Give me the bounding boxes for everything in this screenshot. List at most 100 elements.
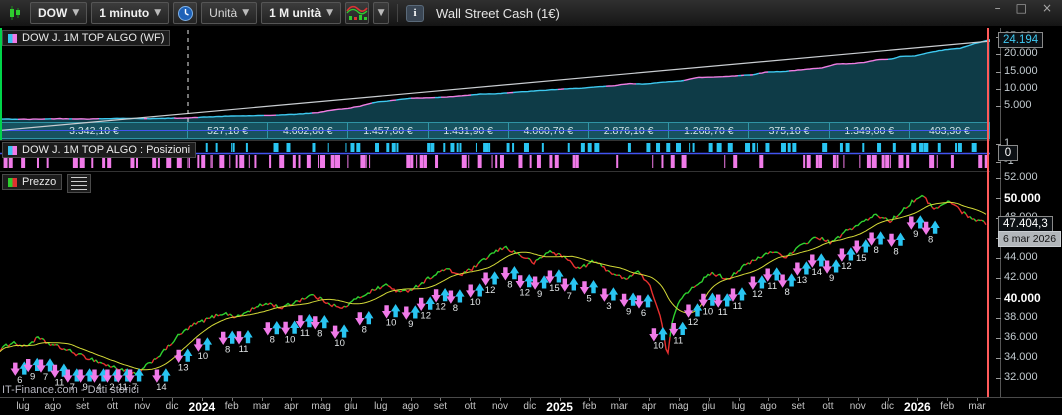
trade-marker: 8 bbox=[446, 289, 465, 314]
toolbar: DOW ▼ 1 minuto ▼ Unità ▼ 1 M unità ▼ bbox=[0, 0, 1062, 27]
time-tick bbox=[201, 398, 203, 401]
time-axis-label: ago bbox=[402, 401, 419, 412]
trade-marker: 8 bbox=[500, 265, 520, 291]
time-axis-label: mar bbox=[968, 401, 986, 412]
svg-text:10: 10 bbox=[470, 297, 481, 308]
cursor-date: 6 mar 2026 bbox=[998, 231, 1062, 247]
svg-text:9: 9 bbox=[537, 289, 542, 300]
time-tick bbox=[23, 398, 24, 401]
axis-tick-mark bbox=[996, 378, 1001, 379]
chevron-down-icon: ▼ bbox=[72, 8, 80, 18]
series-color-icon bbox=[8, 177, 17, 187]
positions-chart[interactable] bbox=[0, 141, 990, 170]
svg-text:12: 12 bbox=[485, 285, 496, 296]
time-tick bbox=[529, 398, 531, 401]
time-tick bbox=[738, 398, 740, 401]
svg-text:8: 8 bbox=[225, 344, 230, 355]
time-axis-label: set bbox=[433, 401, 448, 412]
time-axis[interactable]: lug ago set ott nov dic 2024 feb mar apr mag giu lug… bbox=[0, 397, 1062, 415]
trade-marker: 9 bbox=[401, 305, 420, 330]
chevron-down-icon: ▼ bbox=[154, 8, 162, 18]
trade-marker: 7 bbox=[36, 358, 55, 383]
time-axis-label: nov bbox=[134, 401, 151, 412]
svg-text:6: 6 bbox=[641, 308, 646, 319]
trade-marker: 10 bbox=[280, 320, 300, 345]
axis-tick-label: 36.000 bbox=[1004, 331, 1038, 343]
axis-tick-label: -1 bbox=[1004, 155, 1014, 167]
trade-marker: 12 bbox=[416, 296, 435, 321]
price-panel-label[interactable]: Prezzo bbox=[2, 174, 63, 190]
trade-marker: 8 bbox=[921, 220, 940, 245]
series-color-icon bbox=[8, 33, 17, 43]
trade-marker: 10 bbox=[466, 283, 485, 308]
svg-text:12: 12 bbox=[435, 302, 446, 313]
svg-text:9: 9 bbox=[408, 319, 413, 330]
value-axis[interactable]: 25.00020.00015.00010.0005.0001-152.00050… bbox=[990, 28, 1062, 397]
equity-panel-label[interactable]: DOW J. 1M TOP ALGO (WF) bbox=[2, 30, 171, 46]
price-current-value: 47.404,3 bbox=[998, 216, 1053, 232]
quantity-dropdown[interactable]: 1 M unità ▼ bbox=[261, 2, 342, 24]
svg-text:5: 5 bbox=[586, 294, 591, 305]
positions-panel-label[interactable]: DOW J. 1M TOP ALGO : Posizioni bbox=[2, 142, 197, 158]
time-tick bbox=[470, 398, 472, 401]
trade-marker: 4 bbox=[89, 368, 109, 393]
chart-style-icon[interactable] bbox=[345, 2, 370, 24]
trade-marker: 11 bbox=[295, 314, 315, 339]
trade-marker: 8 bbox=[355, 310, 374, 336]
time-axis-label: apr bbox=[641, 401, 657, 412]
instrument-dropdown[interactable]: DOW ▼ bbox=[30, 2, 88, 24]
axis-line bbox=[1000, 28, 1001, 397]
trade-marker: 11 bbox=[669, 321, 688, 347]
menu-icon bbox=[71, 177, 87, 190]
timeframe-dropdown[interactable]: 1 minuto ▼ bbox=[91, 2, 170, 24]
time-axis-label: 2025 bbox=[546, 400, 573, 414]
time-tick bbox=[500, 398, 501, 401]
chevron-down-icon: ▼ bbox=[326, 8, 334, 18]
window-title: Wall Street Cash (1€) bbox=[436, 5, 560, 21]
axis-tick-label: 34.000 bbox=[1004, 351, 1038, 363]
svg-text:12: 12 bbox=[688, 317, 699, 328]
candlestick-icon[interactable] bbox=[4, 3, 26, 23]
svg-text:8: 8 bbox=[784, 287, 789, 298]
trade-marker: 9 bbox=[619, 292, 638, 317]
trade-marker: 6 bbox=[634, 294, 653, 319]
svg-text:12: 12 bbox=[841, 261, 852, 272]
equity-zero-line bbox=[0, 130, 1004, 131]
time-axis-label: lug bbox=[731, 401, 746, 412]
svg-text:11: 11 bbox=[300, 328, 310, 339]
svg-text:11: 11 bbox=[54, 377, 64, 388]
axis-tick-mark bbox=[996, 106, 1001, 108]
axis-tick-mark bbox=[996, 162, 1001, 163]
axis-tick-mark bbox=[996, 258, 1001, 259]
trade-marker: 11 bbox=[713, 293, 732, 318]
equity-panel-title: DOW J. 1M TOP ALGO (WF) bbox=[22, 32, 165, 44]
trade-marker: 11 bbox=[763, 267, 782, 292]
time-tick bbox=[291, 398, 293, 401]
chart-style-chevron[interactable]: ▼ bbox=[373, 2, 390, 24]
trade-marker: 11 bbox=[728, 287, 747, 312]
minimize-button[interactable]: – bbox=[994, 1, 1001, 15]
time-tick bbox=[708, 398, 710, 401]
axis-tick-mark bbox=[996, 338, 1001, 339]
info-icon[interactable]: i bbox=[406, 4, 425, 22]
trade-marker: 15 bbox=[545, 269, 564, 294]
svg-text:9: 9 bbox=[30, 372, 35, 383]
panel-separator bbox=[0, 140, 1062, 141]
trade-marker: 7 bbox=[560, 277, 579, 302]
time-tick bbox=[440, 398, 442, 401]
svg-text:8: 8 bbox=[362, 325, 367, 336]
clock-icon[interactable] bbox=[173, 2, 198, 24]
maximize-button[interactable]: □ bbox=[1015, 1, 1027, 15]
unit-dropdown[interactable]: Unità ▼ bbox=[201, 2, 258, 24]
price-settings-button[interactable] bbox=[67, 174, 91, 193]
current-bar-cursor bbox=[987, 28, 989, 397]
axis-tick-label: 38.000 bbox=[1004, 311, 1038, 323]
trade-marker: 9 bbox=[530, 275, 549, 300]
trade-marker: 9 bbox=[75, 368, 95, 393]
close-button[interactable]: × bbox=[1041, 1, 1052, 15]
price-panel-title: Prezzo bbox=[22, 176, 57, 188]
time-tick bbox=[559, 398, 561, 401]
time-tick bbox=[321, 398, 323, 401]
